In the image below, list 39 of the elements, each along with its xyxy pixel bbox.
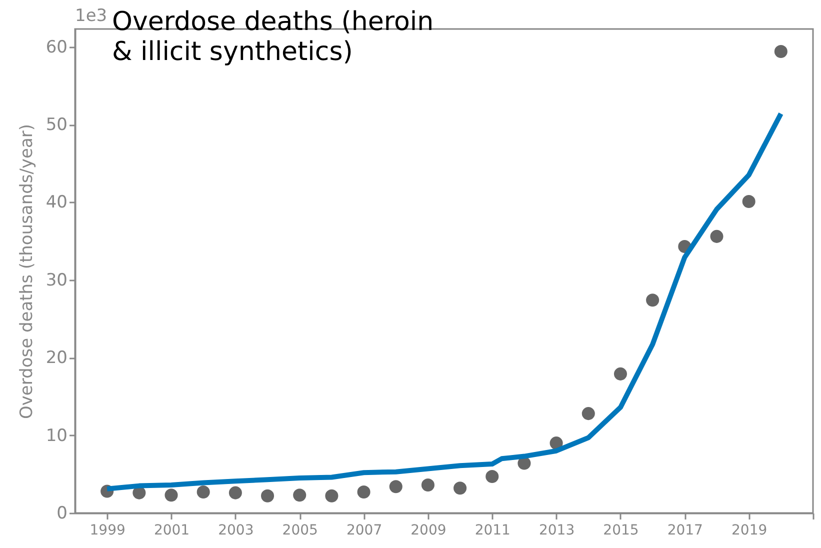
chart-title: Overdose deaths (heroin & illicit synthetics)	[112, 7, 434, 67]
point	[325, 489, 338, 502]
point	[742, 194, 756, 208]
point	[357, 486, 370, 499]
point	[164, 488, 178, 502]
y-tick-label: 40	[46, 192, 68, 213]
y-tick-label: 10	[46, 426, 68, 446]
y-tick-label: 30	[46, 270, 68, 290]
point	[582, 407, 595, 420]
x-tick-label: 2011	[474, 522, 510, 538]
x-tick-label: 2015	[603, 522, 639, 538]
x-tick-label: 2005	[282, 522, 318, 538]
y-axis-title: Overdose deaths (thousands/year)	[16, 124, 37, 420]
point	[454, 482, 467, 495]
x-tick-label: 1999	[90, 522, 126, 538]
x-tick-label: 2003	[218, 522, 254, 538]
text: 1e3	[75, 6, 108, 26]
point	[421, 478, 434, 492]
point	[774, 45, 788, 58]
point	[646, 294, 660, 307]
y-tick-label: 0	[56, 504, 68, 524]
point	[196, 486, 210, 499]
point	[614, 367, 627, 380]
point	[486, 470, 499, 483]
x-tick-label: 2013	[538, 522, 575, 538]
x-tick-label: 2019	[732, 522, 768, 538]
x-tick-label: 2009	[410, 522, 446, 538]
x-tick-label: 2017	[667, 522, 703, 538]
point	[710, 230, 724, 243]
point	[550, 436, 563, 450]
point	[261, 489, 274, 502]
point	[293, 488, 306, 502]
y-tick-label: 50	[46, 115, 68, 136]
point	[389, 480, 402, 494]
x-tick-label: 2001	[154, 522, 190, 538]
x-tick-label: 2007	[346, 522, 382, 538]
point	[228, 486, 242, 500]
y-tick-label: 20	[46, 348, 68, 368]
y-tick-label: 60	[46, 37, 68, 58]
